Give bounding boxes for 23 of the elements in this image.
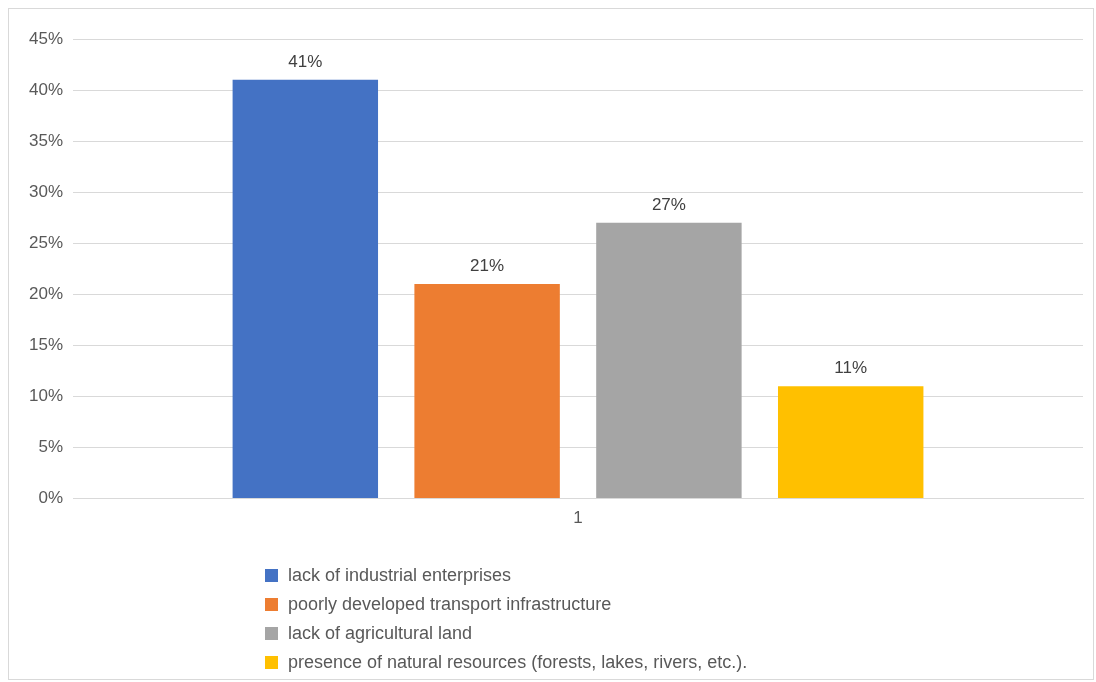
y-tick-label: 0% <box>38 488 64 508</box>
y-tick-label: 10% <box>28 386 64 406</box>
y-tick-label: 30% <box>28 181 64 201</box>
bar <box>232 79 379 499</box>
data-label: 11% <box>834 358 868 378</box>
bar <box>414 284 560 499</box>
legend-label: lack of agricultural land <box>288 623 473 644</box>
y-tick-label: 20% <box>28 284 64 304</box>
x-tick-label: 1 <box>573 508 583 528</box>
y-tick-label: 5% <box>38 437 64 457</box>
y-tick-label: 45% <box>28 28 64 48</box>
legend-label: poorly developed transport infrastructure <box>288 594 612 615</box>
bar <box>777 386 924 499</box>
bar <box>596 222 742 499</box>
y-tick-label: 25% <box>28 232 64 252</box>
y-tick-label: 40% <box>28 79 64 99</box>
data-label: 21% <box>470 256 505 276</box>
legend-label: presence of natural resources (forests, lakes, rivers, etc.). <box>288 652 748 673</box>
legend-label: lack of industrial enterprises <box>288 565 512 586</box>
data-label: 41% <box>288 52 323 72</box>
data-label: 27% <box>651 195 686 215</box>
y-tick-label: 35% <box>28 130 64 150</box>
y-tick-label: 15% <box>28 335 64 355</box>
